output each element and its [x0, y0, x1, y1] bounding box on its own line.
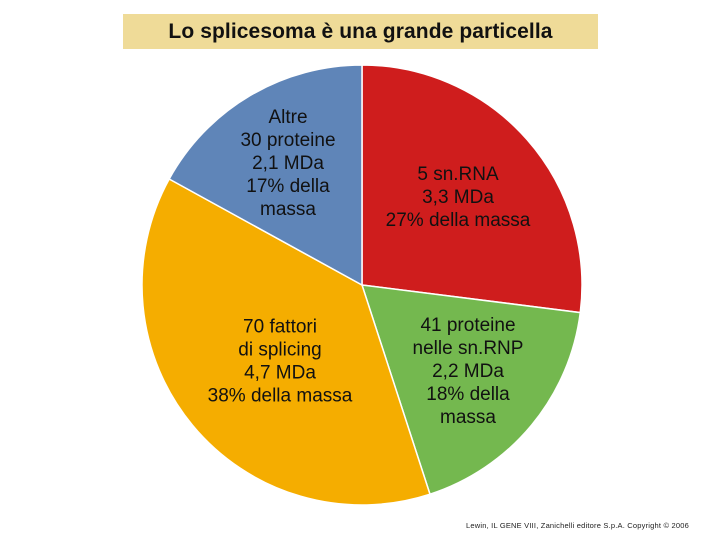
pie-slice-other-proteins	[168, 64, 363, 287]
pie-label-line: 30 proteine	[240, 130, 335, 151]
pie-label-line: 4,7 MDa	[244, 363, 316, 384]
pie-label-line: 41 proteine	[420, 315, 515, 336]
pie-label-splicing-factors: 70 fattori di splicing 4,7 MDa 38% della ma…	[208, 317, 353, 407]
pie-label-line: 27% della massa	[386, 210, 531, 231]
pie-label-other-proteins: Altre 30 proteine 2,1 MDa 17% della massa	[240, 107, 335, 220]
pie-label-line: di splicing	[238, 340, 321, 361]
pie-label-line: 2,1 MDa	[252, 153, 324, 174]
pie-label-line: 3,3 MDa	[422, 187, 494, 208]
pie-slice-snrnp-proteins	[360, 284, 582, 496]
copyright-footer: Lewin, IL GENE VIII, Zanichelli editore …	[466, 521, 689, 530]
pie-label-line: 70 fattori	[243, 317, 317, 338]
pie-label-line: massa	[260, 199, 316, 220]
chart-title: Lo splicesoma è una grande particella	[123, 14, 598, 49]
pie-label-line: nelle sn.RNP	[413, 338, 524, 359]
pie-label-line: 38% della massa	[208, 386, 353, 407]
pie-label-line: 5 sn.RNA	[417, 164, 499, 185]
pie-label-line: Altre	[268, 107, 307, 128]
pie-label-line: 17% della	[246, 176, 330, 197]
pie-label-snrnp-proteins: 41 proteine nelle sn.RNP 2,2 MDa 18% della m…	[413, 315, 524, 428]
pie-slice-splicing-factors	[141, 177, 431, 506]
pie-label-snrna: 5 sn.RNA 3,3 MDa 27% della massa	[386, 164, 531, 231]
pie-label-line: massa	[440, 407, 496, 428]
pie-slice-snrna	[361, 64, 583, 314]
pie-label-line: 2,2 MDa	[432, 361, 504, 382]
pie-label-line: 18% della	[426, 384, 510, 405]
